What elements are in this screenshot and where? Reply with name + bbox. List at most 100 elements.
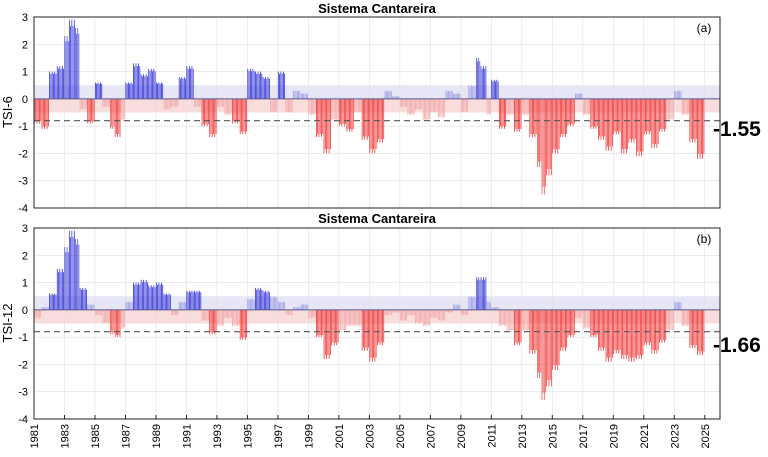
tsi-bar: [271, 98, 273, 112]
tsi-bar: [163, 293, 165, 310]
tsi-bar: [454, 304, 456, 310]
tsi-bar: [310, 98, 312, 116]
tsi-bar: [458, 93, 460, 99]
tsi-bar: [180, 78, 181, 99]
tsi-bar: [332, 309, 334, 343]
tsi-bar: [143, 279, 145, 310]
tsi-bar: [181, 301, 183, 310]
tsi-bar: [399, 98, 401, 108]
tsi-bar: [427, 98, 429, 121]
tsi-bar: [347, 98, 349, 129]
tsi-bar: [683, 309, 684, 325]
tsi-bar: [329, 309, 331, 356]
y-tick-label: -2: [18, 148, 28, 160]
tsi-bar: [586, 98, 588, 114]
tsi-bar: [636, 98, 637, 157]
tsi-bar: [506, 98, 508, 116]
tsi-bar: [525, 98, 527, 114]
tsi-bar: [385, 309, 387, 315]
tsi-bar: [484, 68, 486, 99]
tsi-bar: [341, 309, 343, 332]
tsi-bar: [445, 90, 447, 99]
tsi-bar: [141, 76, 143, 99]
tsi-bar: [194, 98, 195, 108]
tsi-bar: [538, 309, 539, 373]
tsi-bar: [123, 98, 124, 121]
tsi-bar: [501, 309, 503, 327]
tsi-bar: [448, 309, 449, 313]
tsi-bar: [148, 68, 150, 99]
tsi-bar: [671, 98, 673, 121]
tsi-bar: [520, 98, 522, 129]
tsi-bar: [434, 309, 435, 318]
tsi-bar: [272, 98, 274, 113]
tsi-bar: [53, 294, 54, 310]
tsi-bar: [476, 57, 477, 99]
tsi-bar: [697, 309, 698, 356]
tsi-bar: [118, 98, 120, 135]
tsi-bar: [483, 277, 484, 310]
tsi-bar: [618, 98, 620, 135]
tsi-bar: [464, 309, 466, 315]
tsi-bar: [357, 98, 359, 112]
tsi-bar: [81, 289, 82, 310]
tsi-bar: [366, 309, 368, 351]
panel-a-reference-lines: [34, 98, 720, 122]
tsi-bar: [256, 73, 258, 99]
tsi-bar: [383, 309, 385, 343]
tsi-bar: [415, 309, 416, 324]
tsi-bar: [286, 98, 288, 112]
tsi-bar: [429, 309, 430, 325]
tsi-bar: [37, 98, 39, 122]
x-tick-label: 1983: [59, 424, 71, 448]
tsi-bar: [566, 309, 568, 348]
tsi-bar: [697, 98, 698, 159]
tsi-bar: [274, 297, 275, 310]
x-tick-label: 1981: [29, 424, 41, 448]
tsi-bar: [66, 247, 68, 310]
tsi-bar: [510, 309, 512, 330]
tsi-bar: [197, 98, 199, 107]
tsi-bar: [614, 309, 616, 351]
tsi-bar: [173, 98, 175, 108]
y-tick-label: 0: [22, 305, 28, 317]
tsi-bar: [328, 98, 330, 154]
tsi-bar: [631, 98, 632, 143]
tsi-bar: [493, 79, 495, 99]
tsi-bar: [188, 290, 190, 310]
tsi-bar: [387, 309, 388, 316]
tsi-bar: [572, 309, 574, 338]
tsi-bar: [404, 309, 406, 321]
tsi-bar: [600, 98, 602, 140]
tsi-bar: [213, 98, 214, 135]
tsi-bar: [149, 71, 151, 99]
tsi-bar: [41, 98, 43, 129]
tsi-bar: [114, 309, 116, 338]
tsi-bar: [659, 309, 660, 343]
tsi-bar: [401, 309, 402, 320]
tsi-bar: [396, 96, 397, 99]
tsi-bar: [70, 237, 72, 310]
tsi-bar: [60, 68, 62, 99]
panel-a-y-ticks: -4 -3 -2 -1 0 1 2 3: [18, 12, 28, 215]
x-tick-label: 1989: [151, 424, 163, 448]
tsi-bar: [589, 98, 590, 114]
tsi-bar: [551, 309, 552, 387]
tsi-bar: [102, 98, 104, 108]
tsi-bar: [141, 282, 143, 310]
tsi-bar: [666, 98, 668, 121]
tsi-bar: [326, 309, 327, 359]
tsi-bar: [540, 98, 542, 162]
tsi-bar: [158, 82, 160, 99]
tsi-bar: [693, 309, 695, 346]
tsi-bar: [681, 98, 683, 116]
tsi-bar: [83, 289, 85, 310]
tsi-bar: [78, 33, 80, 99]
tsi-bar: [698, 309, 700, 352]
tsi-bar: [265, 290, 266, 310]
tsi-bar: [119, 98, 121, 138]
tsi-bar: [379, 309, 381, 346]
tsi-bar: [65, 41, 67, 99]
tsi-bar: [385, 91, 387, 99]
tsi-bar: [557, 309, 559, 370]
